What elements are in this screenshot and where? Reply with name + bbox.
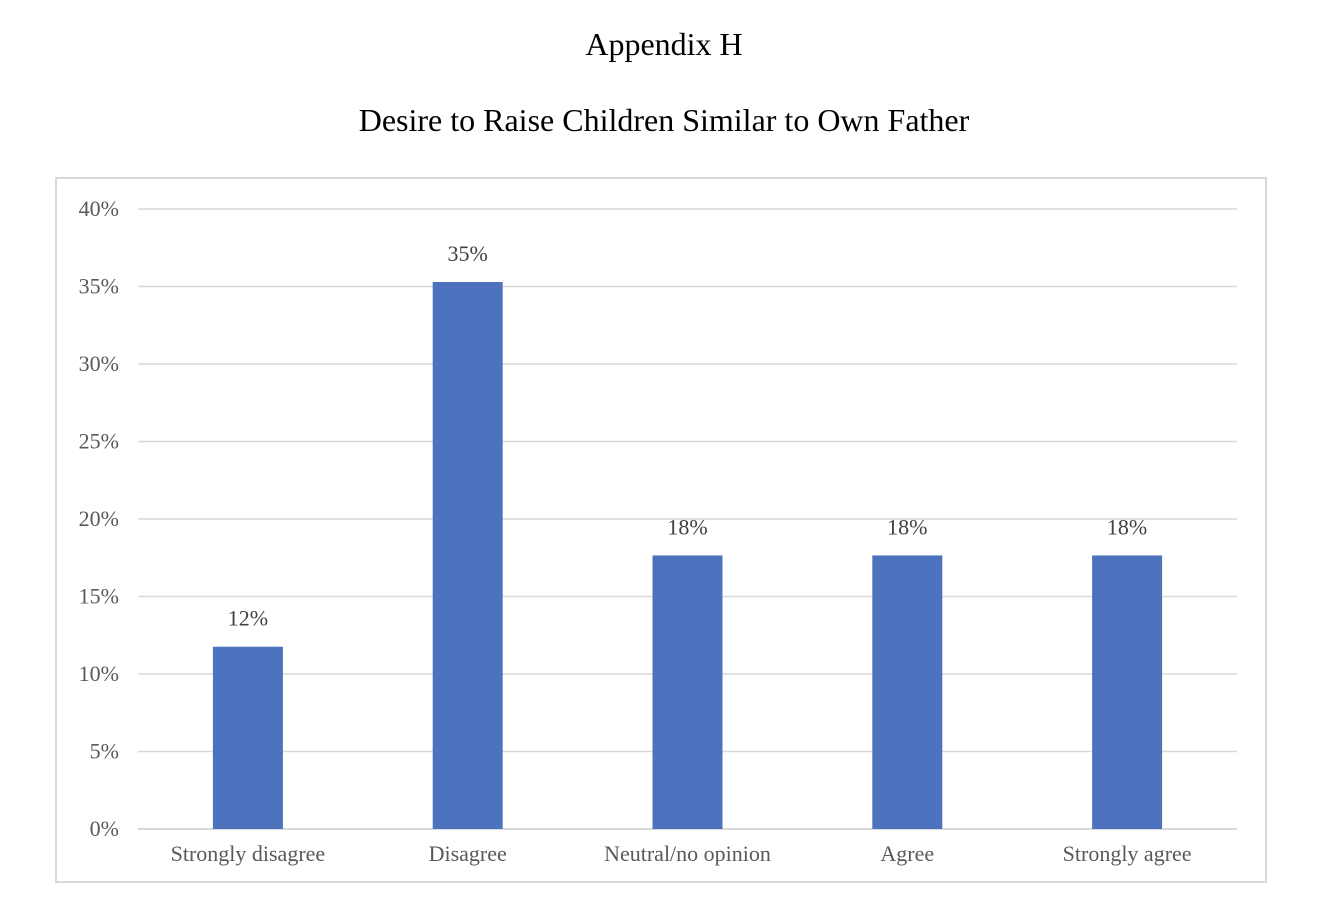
y-tick-label: 20% <box>79 506 119 531</box>
data-label: 18% <box>667 514 707 539</box>
bar <box>212 646 283 829</box>
bar <box>432 282 503 829</box>
bar <box>1092 555 1163 829</box>
data-label: 18% <box>1107 514 1147 539</box>
x-tick-label: Agree <box>880 841 934 866</box>
x-tick-label: Disagree <box>429 841 507 866</box>
y-tick-label: 10% <box>79 661 119 686</box>
chart-title: Desire to Raise Children Similar to Own … <box>358 102 970 138</box>
bar <box>652 555 723 829</box>
data-label: 12% <box>228 606 268 631</box>
x-tick-label: Strongly disagree <box>171 841 326 866</box>
y-tick-label: 15% <box>79 584 119 609</box>
gridlines <box>138 208 1237 830</box>
y-tick-label: 30% <box>79 351 119 376</box>
x-tick-label: Neutral/no opinion <box>604 841 771 866</box>
y-tick-label: 40% <box>79 196 119 221</box>
bars <box>212 282 1163 829</box>
data-label: 35% <box>448 241 488 266</box>
y-tick-label: 35% <box>79 274 119 299</box>
data-label: 18% <box>887 514 927 539</box>
y-tick-label: 5% <box>90 739 119 764</box>
y-tick-label: 25% <box>79 429 119 454</box>
x-tick-label: Strongly agree <box>1063 841 1192 866</box>
chart-frame: 0% 5% 10% 15% 20% 25% 30% 35% 40% 12% 35% 18% 18% 18… <box>55 177 1267 883</box>
y-tick-label: 0% <box>90 816 119 841</box>
appendix-heading: Appendix H <box>585 26 743 62</box>
y-axis-tick-labels: 0% 5% 10% 15% 20% 25% 30% 35% 40% <box>79 196 119 841</box>
data-labels: 12% 35% 18% 18% 18% <box>228 241 1148 631</box>
bar <box>872 555 943 829</box>
bar-chart: 0% 5% 10% 15% 20% 25% 30% 35% 40% 12% 35% 18% 18% 18… <box>79 196 1237 866</box>
x-axis-tick-labels: Strongly disagree Disagree Neutral/no opin… <box>171 841 1192 866</box>
